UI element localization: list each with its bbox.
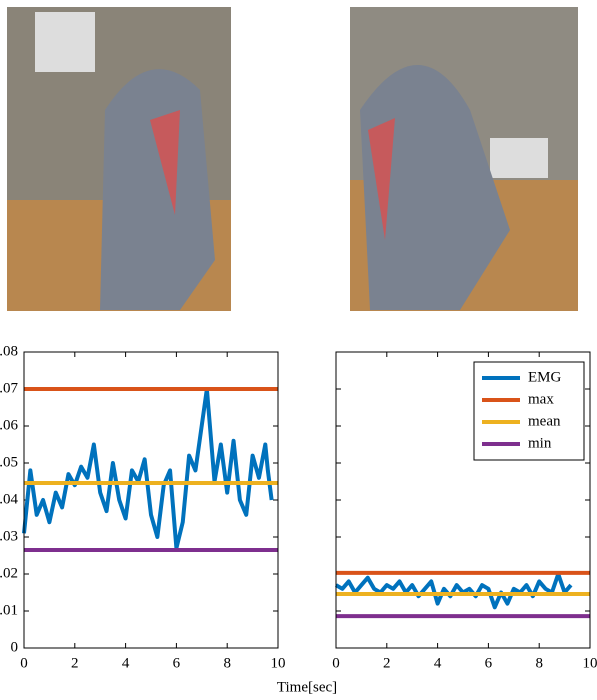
figure: Time[sec] 0 0.01 0.02 0.03 0.04 0.05 0.06 0.07 0…: [0, 0, 597, 700]
x-tick-label: 6: [485, 655, 493, 671]
series-line: [24, 389, 272, 548]
legend-label: mean: [528, 413, 561, 429]
photo-right: [350, 7, 578, 311]
x-axis-label: Time[sec]: [277, 679, 337, 695]
x-tick-label: 2: [383, 655, 391, 671]
legend-label: EMG: [528, 369, 562, 385]
x-tick-label: 6: [173, 655, 181, 671]
photo-left: [7, 7, 231, 311]
x-tick-label: 0: [20, 655, 28, 671]
y-tick-label: 0.08: [0, 343, 18, 359]
x-tick-label: 2: [71, 655, 79, 671]
x-tick-label: 10: [583, 655, 597, 671]
y-tick-label: 0.07: [0, 380, 19, 396]
x-tick-label: 8: [223, 655, 231, 671]
x-tick-label: 8: [535, 655, 543, 671]
x-tick-label: 4: [122, 655, 130, 671]
x-tick-label: 10: [271, 655, 286, 671]
y-tick-label: 0.05: [0, 454, 18, 470]
legend-label: min: [528, 435, 552, 451]
y-tick-label: 0: [11, 639, 19, 655]
y-tick-label: 0.04: [0, 491, 19, 507]
series-line: [336, 574, 571, 607]
y-tick-label: 0.02: [0, 565, 18, 581]
y-tick-label: 0.01: [0, 602, 18, 618]
x-tick-label: 4: [434, 655, 442, 671]
x-tick-label: 0: [332, 655, 340, 671]
y-tick-label: 0.06: [0, 417, 19, 433]
legend-label: max: [528, 391, 554, 407]
y-tick-label: 0.03: [0, 528, 18, 544]
